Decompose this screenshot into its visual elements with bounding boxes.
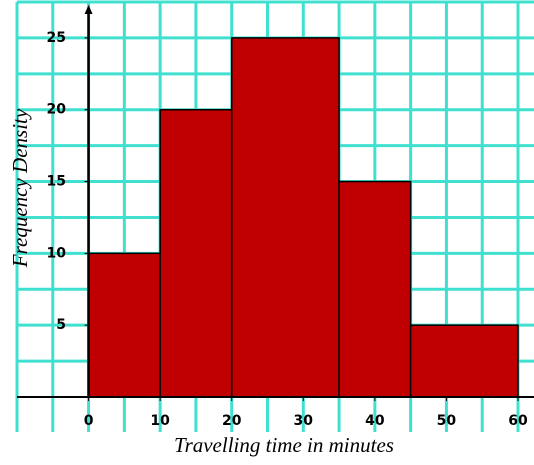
y-tick-label: 10 bbox=[47, 245, 67, 261]
x-tick-label: 20 bbox=[222, 413, 242, 429]
bar bbox=[159, 108, 233, 398]
x-tick-label: 40 bbox=[365, 413, 385, 429]
y-tick-label: 5 bbox=[56, 317, 66, 333]
x-tick-label: 30 bbox=[294, 413, 314, 429]
bar bbox=[338, 180, 412, 398]
x-tick-label: 0 bbox=[84, 413, 94, 429]
y-axis-label: Frequency Density bbox=[8, 108, 32, 268]
y-axis-arrow bbox=[84, 5, 93, 14]
axes: 5 10 15 20 25 0 10 20 30 40 50 60 bbox=[17, 5, 534, 429]
y-tick-label: 25 bbox=[47, 30, 66, 46]
y-tick-label: 15 bbox=[47, 174, 66, 190]
bar bbox=[230, 37, 340, 398]
y-tick-label: 20 bbox=[47, 102, 67, 118]
bar bbox=[87, 252, 161, 398]
x-tick-label: 50 bbox=[437, 413, 457, 429]
bar bbox=[409, 324, 519, 398]
x-tick-label: 60 bbox=[508, 413, 528, 429]
x-tick-label: 10 bbox=[150, 413, 170, 429]
x-axis-label: Travelling time in minutes bbox=[174, 433, 394, 457]
